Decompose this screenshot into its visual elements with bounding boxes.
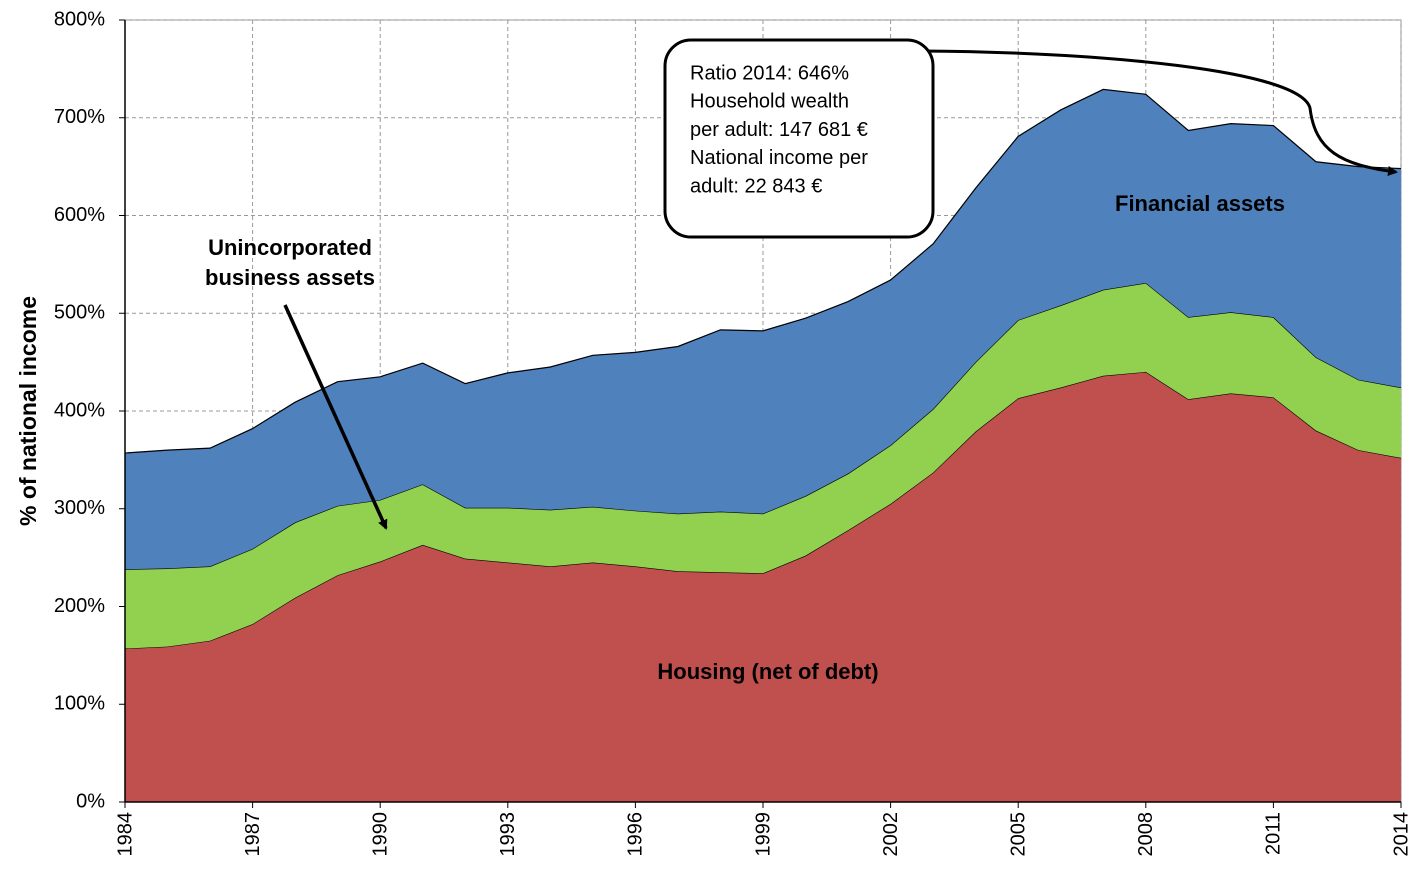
x-tick-label: 2005 bbox=[1007, 812, 1029, 857]
annotation-text: National income per bbox=[690, 147, 868, 169]
y-tick-label: 100% bbox=[54, 693, 105, 715]
series-label: Financial assets bbox=[1115, 191, 1285, 216]
area-edge bbox=[124, 88, 1402, 454]
x-tick-label: 1987 bbox=[242, 812, 264, 857]
series-label: Unincorporated business assets bbox=[205, 235, 375, 290]
x-tick-label: 2011 bbox=[1263, 812, 1285, 855]
area bbox=[125, 89, 1401, 570]
y-tick-label: 500% bbox=[54, 302, 105, 324]
x-tick-label: 1996 bbox=[625, 812, 647, 857]
annotation-text: Ratio 2014: 646% bbox=[690, 62, 849, 84]
area-edge bbox=[124, 282, 1402, 570]
y-tick-label: 800% bbox=[54, 8, 105, 30]
x-tick-label: 2008 bbox=[1135, 812, 1157, 857]
y-tick-label: 300% bbox=[54, 497, 105, 519]
x-tick-label: 1999 bbox=[752, 812, 774, 857]
y-axis-label: % of national income bbox=[15, 296, 41, 526]
x-tick-label: 1993 bbox=[497, 812, 519, 857]
y-tick-label: 700% bbox=[54, 106, 105, 128]
area bbox=[125, 282, 1401, 649]
arrow bbox=[919, 49, 1398, 176]
arrow bbox=[283, 304, 388, 530]
y-tick-label: 0% bbox=[76, 790, 105, 812]
x-tick-label: 2002 bbox=[880, 812, 902, 857]
annotation-text: per adult: 147 681 € bbox=[690, 119, 868, 141]
annotation-text: Household wealth bbox=[690, 91, 849, 113]
x-tick-label: 1984 bbox=[114, 812, 136, 857]
area bbox=[125, 371, 1401, 802]
x-tick-label: 1990 bbox=[369, 812, 391, 857]
y-tick-label: 600% bbox=[54, 204, 105, 226]
annotation-box bbox=[663, 38, 935, 239]
y-tick-label: 200% bbox=[54, 595, 105, 617]
series-label: Housing (net of debt) bbox=[657, 659, 879, 684]
y-tick-label: 400% bbox=[54, 399, 105, 421]
x-tick-label: 2014 bbox=[1390, 812, 1412, 857]
annotation-text: adult: 22 843 € bbox=[690, 175, 822, 197]
